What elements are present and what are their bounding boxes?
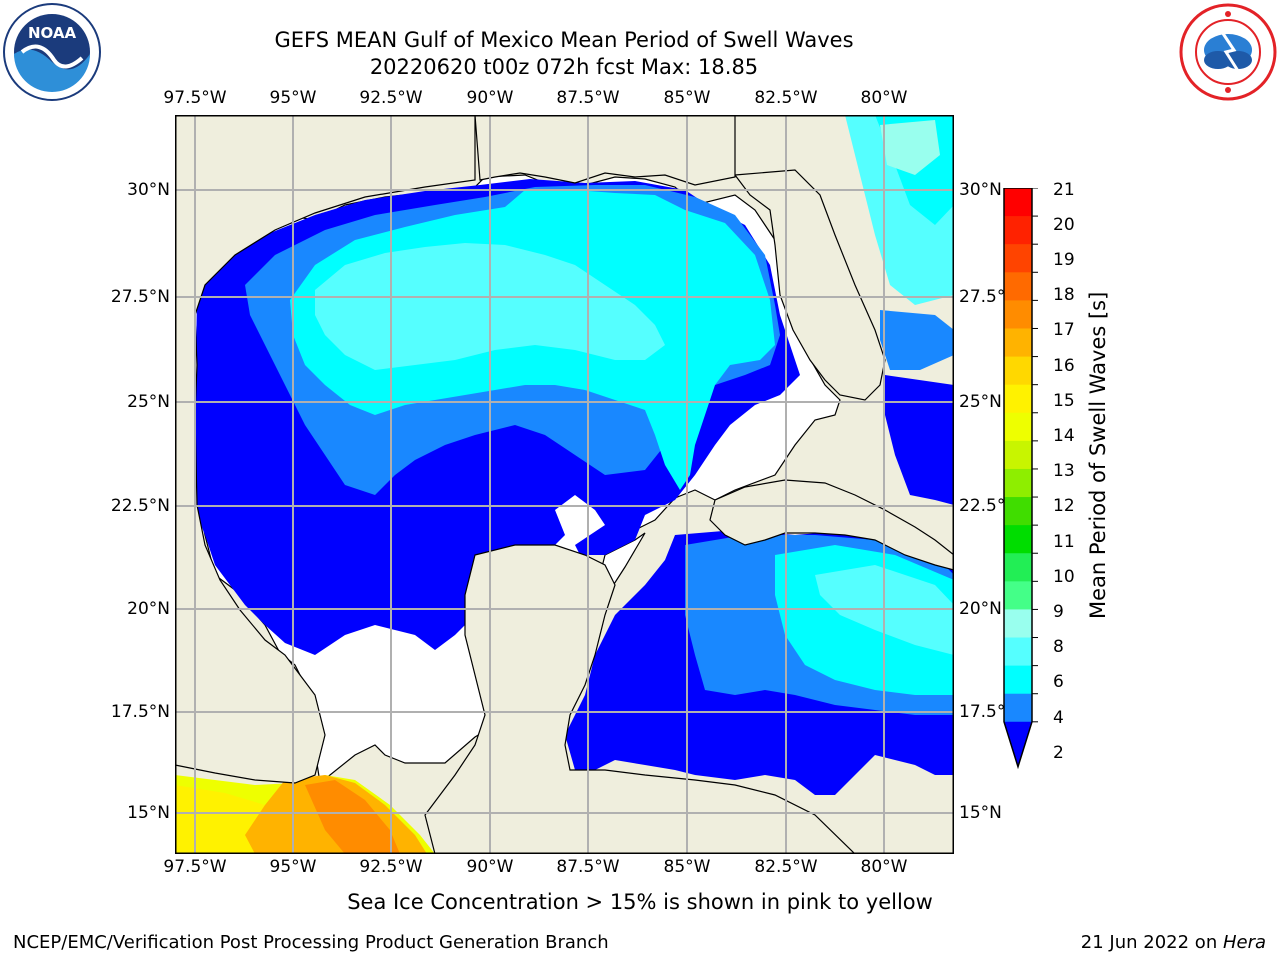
- footer-branch: NCEP/EMC/Verification Post Processing Pr…: [13, 932, 609, 953]
- land-yucatan: [424, 544, 856, 854]
- colorbar-swatch: [1004, 188, 1032, 217]
- colorbar-swatch: [1004, 440, 1032, 470]
- colorbar-tick-label: 11: [1053, 532, 1075, 552]
- land-cuba: [709, 479, 954, 571]
- lat-tick-label: 25°N: [127, 392, 170, 412]
- colorbar-tick-label: 16: [1053, 356, 1075, 376]
- lat-tick-label: 22.5°N: [110, 496, 170, 516]
- lon-tick-label: 82.5°W: [754, 857, 818, 877]
- plot-subtitle: 20220620 t00z 072h fcst Max: 18.85: [369, 55, 759, 79]
- land-us-gulf-coast: [474, 115, 736, 186]
- map-grid: [175, 115, 954, 854]
- land-mexico-west: [175, 115, 476, 784]
- lat-tick-label: 17.5°N: [110, 702, 170, 722]
- colorbar-swatch: [1004, 300, 1032, 329]
- land-florida: [733, 169, 886, 401]
- colorbar-swatch: [1004, 637, 1032, 667]
- colorbar-tick-label: 6: [1053, 672, 1064, 692]
- colorbar-swatch: [1004, 468, 1032, 498]
- colorbar-tick-label: 21: [1053, 180, 1075, 200]
- lat-tick-label: 25°N: [959, 392, 1002, 412]
- lat-tick-label: 17.5°: [959, 702, 1006, 722]
- plot-title: GEFS MEAN Gulf of Mexico Mean Period of …: [274, 28, 854, 52]
- map-border: [175, 115, 954, 854]
- colorbar-tick-label: 18: [1053, 285, 1075, 305]
- lon-tick-label: 97.5°W: [163, 857, 227, 877]
- lon-tick-label: 90°W: [466, 857, 514, 877]
- lat-tick-label: 22.5°: [959, 496, 1006, 516]
- colorbar-swatch: [1004, 525, 1032, 554]
- footer-host: Hera: [1222, 932, 1266, 953]
- colorbar-tick-label: 12: [1053, 496, 1075, 516]
- footer-date: 21 Jun 2022 on: [1080, 932, 1223, 953]
- colorbar-tick-label: 19: [1053, 250, 1075, 270]
- colorbar-swatch: [1004, 356, 1032, 386]
- lat-tick-label: 20°N: [127, 599, 170, 619]
- colorbar-tick-label: 14: [1053, 426, 1075, 446]
- colorbar-tick-label: 4: [1053, 708, 1064, 728]
- lon-tick-label: 95°W: [269, 88, 317, 108]
- colorbar-tick-label: 10: [1053, 567, 1075, 587]
- lon-tick-label: 87.5°W: [556, 857, 620, 877]
- colorbar-swatch: [1004, 609, 1032, 639]
- colorbar-tick-label: 20: [1053, 215, 1075, 235]
- colorbar-tick-label: 17: [1053, 320, 1075, 340]
- lon-tick-label: 85°W: [663, 857, 711, 877]
- colorbar-swatch: [1004, 216, 1032, 245]
- atlantic-swell-9s: [880, 120, 940, 175]
- lat-tick-label: 27.5°N: [110, 287, 170, 307]
- colorbar-tick-label: 2: [1053, 743, 1064, 763]
- colorbar-swatch: [1004, 384, 1032, 414]
- colorbar-outline: [1003, 188, 1033, 770]
- lon-tick-label: 90°W: [466, 88, 514, 108]
- noaa-logo: NOAA: [3, 3, 101, 101]
- colorbar-swatch: [1004, 721, 1032, 767]
- colorbar-tick-label: 8: [1053, 637, 1064, 657]
- colorbar-label: Mean Period of Swell Waves [s]: [1086, 291, 1110, 619]
- lon-tick-label: 92.5°W: [359, 857, 423, 877]
- bahamas-swell-2s: [885, 375, 954, 505]
- lat-tick-label: 30°N: [959, 180, 1002, 200]
- lon-tick-label: 80°W: [860, 88, 908, 108]
- lon-tick-label: 92.5°W: [359, 88, 423, 108]
- lon-tick-label: 85°W: [663, 88, 711, 108]
- lon-tick-label: 80°W: [860, 857, 908, 877]
- lat-tick-label: 20°N: [959, 599, 1002, 619]
- colorbar-swatch: [1004, 497, 1032, 526]
- lon-tick-label: 82.5°W: [754, 88, 818, 108]
- colorbar-tick-label: 9: [1053, 602, 1064, 622]
- lon-tick-label: 97.5°W: [163, 88, 227, 108]
- lon-tick-label: 87.5°W: [556, 88, 620, 108]
- nws-logo: [1179, 3, 1277, 101]
- colorbar-swatch: [1004, 581, 1032, 610]
- sea-ice-note-text: Sea Ice Concentration > 15% is shown in …: [347, 890, 933, 914]
- colorbar-swatch: [1004, 412, 1032, 442]
- lat-tick-label: 15°N: [127, 803, 170, 823]
- colorbar-swatch: [1004, 693, 1032, 723]
- colorbar-swatch: [1004, 272, 1032, 301]
- colorbar-swatch: [1004, 665, 1032, 695]
- colorbar-tick-label: 13: [1053, 461, 1075, 481]
- colorbar-swatch: [1004, 244, 1032, 273]
- lat-tick-label: 27.5°: [959, 287, 1006, 307]
- colorbar-swatch: [1004, 328, 1032, 358]
- colorbar: [1003, 188, 1038, 770]
- lon-tick-label: 95°W: [269, 857, 317, 877]
- lat-tick-label: 15°N: [959, 803, 1002, 823]
- atlantic-swell-4s: [880, 310, 954, 370]
- noaa-logo-text: NOAA: [28, 24, 77, 42]
- lat-tick-label: 30°N: [127, 180, 170, 200]
- colorbar-swatch: [1004, 553, 1032, 582]
- footer-timestamp: 21 Jun 2022 on Hera: [1081, 932, 1266, 953]
- map-panel: [175, 115, 954, 854]
- colorbar-tick-label: 15: [1053, 391, 1075, 411]
- sea-ice-note: Sea Ice Concentration > 15% is shown in …: [0, 890, 1280, 914]
- pacific-swell-17s: [305, 780, 400, 854]
